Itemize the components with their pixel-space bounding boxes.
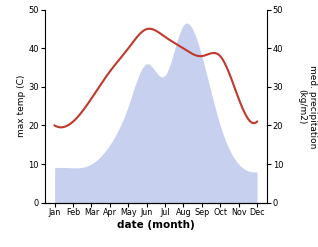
Y-axis label: med. precipitation
(kg/m2): med. precipitation (kg/m2)	[297, 64, 317, 148]
X-axis label: date (month): date (month)	[117, 220, 195, 230]
Y-axis label: max temp (C): max temp (C)	[17, 75, 25, 137]
